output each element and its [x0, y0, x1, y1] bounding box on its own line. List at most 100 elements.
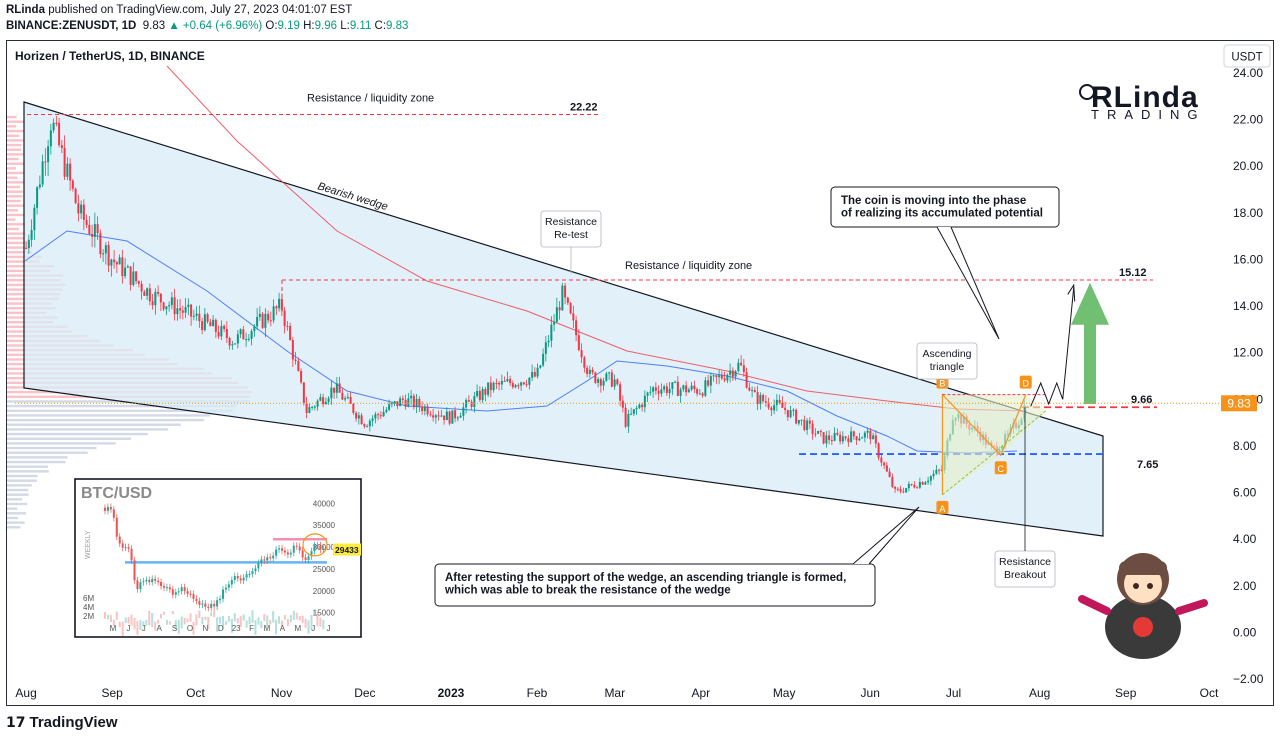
candle-body [542, 353, 545, 366]
close-value: 9.83 [386, 20, 409, 32]
inset-candle-body [157, 580, 160, 583]
btc-inset[interactable] [74, 478, 362, 638]
candle-body [580, 350, 583, 358]
candle-body [132, 271, 135, 285]
candle-body [657, 390, 660, 394]
candle-body [374, 414, 377, 419]
price-tag-label: 9.83 [1227, 396, 1251, 410]
inset-volume-bar [301, 615, 304, 624]
candle-body [517, 385, 520, 387]
candle-body [379, 415, 382, 417]
inset-volume-bar [198, 610, 201, 618]
inset-candle-body [201, 603, 204, 605]
candle-body [146, 288, 149, 296]
volume-profile-bar [7, 143, 22, 147]
currency-button[interactable] [1223, 44, 1271, 68]
candle-body [850, 431, 853, 443]
inset-volume-bar [298, 616, 301, 621]
candle-body [624, 407, 627, 427]
pattern-point-badge [936, 500, 949, 514]
candle-body [368, 420, 371, 427]
candle-body [874, 435, 877, 444]
inset-volume-bar [124, 617, 127, 624]
inset-candle-body [195, 598, 198, 601]
candle-body [192, 315, 195, 317]
candle-body [858, 438, 861, 441]
candle-body [720, 375, 723, 379]
candle-body [465, 400, 468, 408]
volume-profile-bar [7, 218, 16, 221]
candle-body [473, 396, 476, 407]
candle-body [487, 382, 490, 395]
candle-body [712, 375, 715, 377]
callout-top-tail [936, 226, 1000, 340]
candle-body [863, 432, 866, 438]
projection-path [1030, 287, 1075, 407]
inset-y-tick: 30000 [313, 543, 336, 552]
candle-body [599, 379, 602, 386]
candle-body [907, 483, 910, 489]
candle-body [445, 411, 448, 421]
inset-volume-bar [242, 614, 245, 621]
candle-body [817, 430, 820, 434]
triangle-support [942, 410, 1047, 496]
volume-profile-bar [7, 251, 33, 254]
candle-body [448, 411, 451, 424]
inset-x-tick: N [203, 624, 209, 633]
publisher-name[interactable]: RLinda [6, 4, 45, 16]
projection-arrowhead [1067, 283, 1076, 302]
candle-body [225, 328, 228, 339]
candle-body [682, 385, 685, 390]
inset-x-tick: D [218, 624, 224, 633]
candle-body [489, 382, 492, 391]
candle-body [203, 314, 206, 331]
candle-body [649, 391, 652, 393]
candle-body [500, 380, 503, 385]
inset-volume-bar [254, 620, 257, 635]
candle-body [58, 122, 61, 146]
candle-body [533, 372, 536, 377]
volume-profile-bar [7, 125, 17, 128]
candle-body [104, 245, 107, 254]
inset-candle-body [310, 551, 313, 557]
inset-volume-bar [151, 613, 154, 628]
inset-x-tick: S [172, 624, 177, 633]
candle-body [778, 399, 781, 403]
candle-body [234, 343, 237, 345]
x-tick-label: Feb [527, 686, 548, 700]
mascot-eye [1147, 583, 1153, 589]
candle-body [602, 380, 605, 386]
candle-body [426, 406, 429, 415]
candle-body [349, 396, 352, 404]
candle-body [27, 239, 30, 249]
candle-body [49, 130, 52, 147]
candle-body [333, 387, 336, 393]
inset-candle-body [295, 545, 298, 547]
inset-volume-bar [112, 619, 115, 627]
candle-body [509, 379, 512, 384]
volume-profile-bar [7, 512, 27, 515]
candle-body [921, 481, 924, 485]
chart-frame[interactable]: Bearish wedge Resistance / liquidity zon… [6, 40, 1274, 706]
candle-body [129, 266, 132, 285]
y-tick-label: 12.00 [1233, 346, 1263, 360]
inset-candle-body [171, 589, 174, 595]
bearish-wedge [23, 101, 1104, 537]
candle-body [896, 488, 899, 490]
inset-title: BTC/USD [81, 485, 152, 502]
candle-body [910, 483, 913, 485]
candle-body [184, 307, 187, 313]
candle-body [773, 405, 776, 411]
candle-body [918, 481, 921, 488]
tradingview-logo-icon: 𝟭𝟳 [6, 714, 26, 730]
candle-body [280, 298, 283, 311]
high-value: 9.96 [314, 20, 338, 32]
candle-body [844, 436, 847, 439]
inset-candle-body [313, 545, 316, 552]
inset-volume-bar [283, 615, 286, 620]
logo-main: RLinda [1091, 81, 1199, 114]
price-chart[interactable]: Bearish wedge Resistance / liquidity zon… [7, 41, 1273, 705]
inset-volume-bar [195, 614, 198, 626]
x-tick-label: Oct [1200, 686, 1219, 700]
candle-body [872, 435, 875, 440]
